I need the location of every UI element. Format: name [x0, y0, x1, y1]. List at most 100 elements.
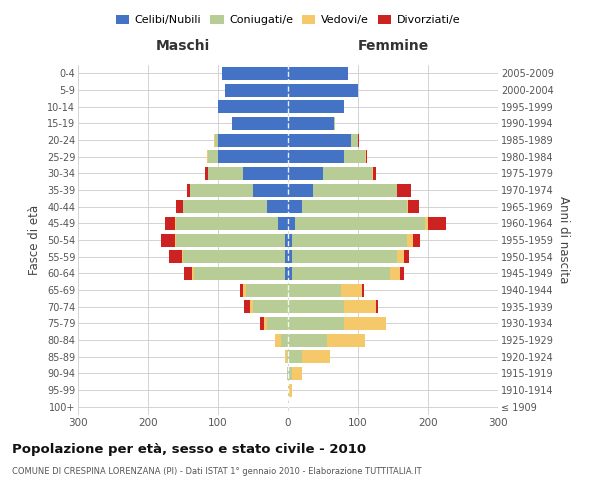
Bar: [169, 250, 182, 263]
Bar: [215, 134, 218, 146]
Bar: [292, 250, 397, 263]
Bar: [389, 267, 400, 280]
Bar: [246, 284, 288, 296]
Bar: [287, 350, 288, 363]
Bar: [267, 200, 288, 213]
Bar: [184, 267, 192, 280]
Bar: [284, 267, 288, 280]
Bar: [263, 317, 267, 330]
Bar: [341, 284, 361, 296]
Bar: [288, 134, 351, 146]
Bar: [376, 300, 377, 313]
Bar: [288, 234, 292, 246]
Bar: [253, 300, 288, 313]
Bar: [288, 217, 295, 230]
Bar: [288, 84, 358, 96]
Bar: [288, 200, 302, 213]
Bar: [287, 367, 288, 380]
Bar: [351, 134, 358, 146]
Bar: [281, 334, 288, 346]
Bar: [400, 267, 404, 280]
Bar: [288, 184, 313, 196]
Bar: [372, 167, 373, 180]
Bar: [425, 217, 428, 230]
Bar: [284, 350, 287, 363]
Bar: [288, 284, 341, 296]
Bar: [241, 284, 242, 296]
Bar: [183, 200, 267, 213]
Bar: [397, 184, 411, 196]
Bar: [253, 184, 288, 196]
Bar: [288, 100, 344, 113]
Bar: [288, 384, 289, 396]
Bar: [232, 117, 288, 130]
Bar: [260, 317, 263, 330]
Bar: [407, 234, 413, 246]
Bar: [267, 317, 288, 330]
Bar: [183, 250, 284, 263]
Bar: [214, 134, 215, 146]
Bar: [288, 117, 334, 130]
Bar: [192, 267, 193, 280]
Text: Maschi: Maschi: [156, 40, 210, 54]
Bar: [288, 350, 302, 363]
Bar: [288, 250, 292, 263]
Bar: [289, 384, 292, 396]
Bar: [288, 267, 292, 280]
Legend: Celibi/Nubili, Coniugati/e, Vedovi/e, Divorziati/e: Celibi/Nubili, Coniugati/e, Vedovi/e, Di…: [112, 10, 464, 30]
Bar: [413, 234, 419, 246]
Bar: [218, 100, 288, 113]
Bar: [302, 200, 407, 213]
Bar: [176, 217, 277, 230]
Bar: [344, 317, 386, 330]
Bar: [292, 267, 389, 280]
Bar: [205, 167, 208, 180]
Bar: [284, 250, 288, 263]
Bar: [288, 150, 344, 163]
Bar: [175, 217, 176, 230]
Bar: [218, 150, 288, 163]
Text: Popolazione per età, sesso e stato civile - 2010: Popolazione per età, sesso e stato civil…: [12, 442, 366, 456]
Bar: [361, 284, 364, 296]
Bar: [208, 167, 242, 180]
Bar: [323, 167, 372, 180]
Bar: [275, 334, 281, 346]
Y-axis label: Anni di nascita: Anni di nascita: [557, 196, 571, 284]
Bar: [176, 200, 183, 213]
Bar: [218, 134, 288, 146]
Bar: [250, 300, 253, 313]
Bar: [284, 234, 288, 246]
Bar: [288, 300, 344, 313]
Bar: [326, 334, 365, 346]
Bar: [292, 234, 407, 246]
Bar: [344, 150, 365, 163]
Bar: [208, 150, 218, 163]
Bar: [288, 167, 323, 180]
Bar: [373, 167, 376, 180]
Bar: [302, 350, 330, 363]
Bar: [182, 250, 183, 263]
Bar: [176, 234, 284, 246]
Bar: [242, 284, 246, 296]
Bar: [366, 150, 367, 163]
Bar: [165, 217, 175, 230]
Bar: [313, 184, 397, 196]
Bar: [288, 367, 292, 380]
Bar: [295, 217, 425, 230]
Bar: [190, 184, 253, 196]
Bar: [288, 334, 326, 346]
Bar: [407, 200, 409, 213]
Bar: [404, 250, 409, 263]
Bar: [397, 250, 404, 263]
Bar: [409, 200, 419, 213]
Text: COMUNE DI CRESPINA LORENZANA (PI) - Dati ISTAT 1° gennaio 2010 - Elaborazione TU: COMUNE DI CRESPINA LORENZANA (PI) - Dati…: [12, 468, 422, 476]
Bar: [242, 167, 288, 180]
Bar: [175, 234, 176, 246]
Text: Femmine: Femmine: [358, 40, 428, 54]
Bar: [344, 300, 376, 313]
Bar: [221, 67, 288, 80]
Bar: [288, 67, 347, 80]
Bar: [277, 217, 288, 230]
Bar: [244, 300, 250, 313]
Bar: [365, 150, 366, 163]
